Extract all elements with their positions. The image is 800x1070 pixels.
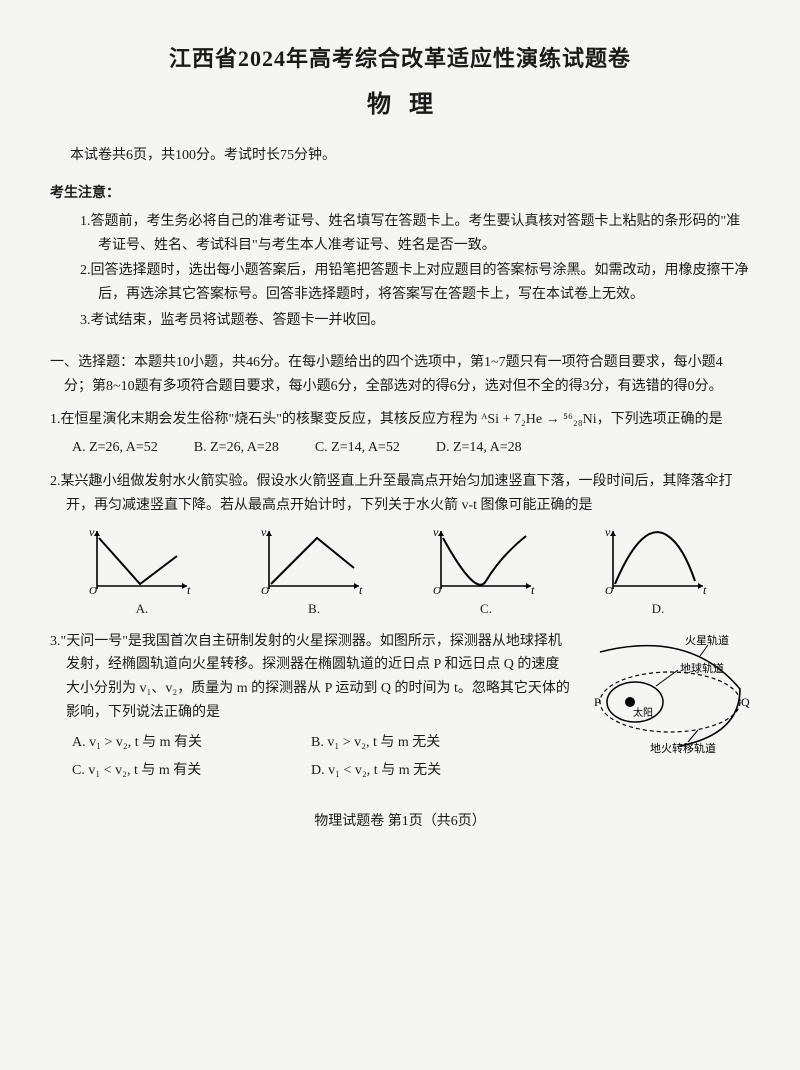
chart-d-path	[615, 532, 695, 584]
fig-label-mars: 火星轨道	[685, 634, 729, 647]
fig-label-p: P	[594, 695, 601, 709]
chart-b: v t O B.	[232, 526, 396, 620]
chart-d-label: D.	[576, 598, 740, 620]
q1-option-d: D. Z=14, A=28	[436, 436, 522, 460]
fig-label-q: Q	[741, 695, 750, 709]
chart-b-label: B.	[232, 598, 396, 620]
svg-text:O: O	[433, 585, 441, 596]
chart-a: v t O A.	[60, 526, 224, 620]
q3-option-b: B. v₁ > v₂, t 与 m 无关	[311, 731, 550, 755]
notice-item-2: 2.回答选择题时，选出每小题答案后，用铅笔把答题卡上对应题目的答案标号涂黑。如需…	[80, 259, 750, 307]
axis-t-label: t	[187, 583, 191, 596]
page-footer: 物理试题卷 第1页（共6页）	[50, 810, 750, 834]
q3-option-d: D. v₁ < v₂, t 与 m 无关	[311, 759, 550, 783]
svg-text:v: v	[261, 526, 267, 539]
svg-text:O: O	[261, 585, 269, 596]
notice-item-1: 1.答题前，考生务必将自己的准考证号、姓名填写在答题卡上。考生要认真核对答题卡上…	[80, 210, 750, 258]
title-subject: 物理	[50, 85, 750, 126]
section-1-heading: 一、选择题：本题共10小题，共46分。在每小题给出的四个选项中，第1~7题只有一…	[50, 351, 750, 399]
fig-label-earth: 地球轨道	[680, 661, 724, 675]
fig-label-transfer: 地火转移轨道	[650, 741, 716, 754]
notice-item-3: 3.考试结束，监考员将试题卷、答题卡一并收回。	[80, 309, 750, 333]
question-2-text: 2.某兴趣小组做发射水火箭实验。假设水火箭竖直上升至最高点开始匀加速竖直下落，一…	[50, 470, 750, 518]
question-3: P Q 太阳 火星轨道 地球轨道 地火转移轨道 3."天问一号"是我国首次自主研…	[50, 630, 750, 789]
q3-option-c: C. v₁ < v₂, t 与 m 有关	[72, 759, 311, 783]
svg-text:O: O	[89, 585, 97, 596]
q1-option-b: B. Z=26, A=28	[194, 436, 279, 460]
q1-option-c: C. Z=14, A=52	[315, 436, 400, 460]
chart-d: v t O D.	[576, 526, 740, 620]
q3-option-a: A. v₁ > v₂, t 与 m 有关	[72, 731, 311, 755]
axis-v-label: v	[89, 526, 95, 539]
svg-text:t: t	[703, 583, 707, 596]
title-main: 江西省2024年高考综合改革适应性演练试题卷	[50, 40, 750, 77]
chart-a-label: A.	[60, 598, 224, 620]
exam-meta: 本试卷共6页，共100分。考试时长75分钟。	[70, 144, 750, 168]
notice-heading: 考生注意：	[50, 182, 750, 206]
fig-label-sun: 太阳	[633, 706, 653, 719]
svg-text:v: v	[605, 526, 611, 539]
chart-b-path	[271, 538, 354, 584]
question-1-options: A. Z=26, A=52 B. Z=26, A=28 C. Z=14, A=5…	[72, 436, 750, 460]
question-1-text: 1.在恒星演化末期会发生俗称"烧石头"的核聚变反应，其核反应方程为 ᴬSi + …	[50, 408, 750, 432]
question-2-charts: v t O A. v t O B. v t O C.	[60, 526, 740, 620]
question-3-figure: P Q 太阳 火星轨道 地球轨道 地火转移轨道	[580, 634, 750, 763]
question-3-options: A. v₁ > v₂, t 与 m 有关 B. v₁ > v₂, t 与 m 无…	[72, 729, 570, 785]
svg-text:v: v	[433, 526, 439, 539]
chart-c-path	[443, 536, 526, 585]
q1-option-a: A. Z=26, A=52	[72, 436, 158, 460]
svg-text:t: t	[359, 583, 363, 596]
svg-text:O: O	[605, 585, 613, 596]
chart-c-label: C.	[404, 598, 568, 620]
chart-a-path	[99, 538, 177, 584]
chart-c: v t O C.	[404, 526, 568, 620]
svg-text:t: t	[531, 583, 535, 596]
